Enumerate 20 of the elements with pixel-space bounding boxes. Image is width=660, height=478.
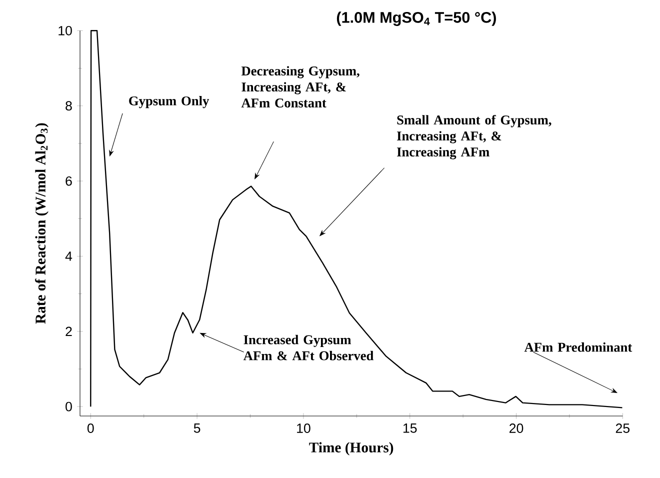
x-tick-label: 5 bbox=[194, 424, 200, 433]
y-tick-label: 0 bbox=[66, 402, 72, 412]
x-tick-label: 0 bbox=[87, 424, 94, 433]
x-tick-label: 10 bbox=[297, 424, 310, 433]
y-tick-label: 4 bbox=[65, 252, 72, 261]
annotation: Increased Gypsum AFm & AFt Observed bbox=[243, 334, 374, 360]
y-tick-label: 8 bbox=[66, 101, 72, 111]
y-tick-label: 6 bbox=[66, 176, 72, 186]
y-tick-label: 2 bbox=[66, 326, 72, 336]
annotation: AFm Predominant bbox=[524, 342, 632, 352]
annotation: Small Amount of Gypsum, Increasing AFt, & Increasing AFm bbox=[397, 114, 552, 160]
x-tick-label: 15 bbox=[403, 424, 417, 433]
annotation: Gypsum Only bbox=[129, 96, 210, 108]
annotation: Decreasing Gypsum, Increasing AFt, & AFm Constant bbox=[241, 66, 360, 108]
chart-title: (1.0M MgSO$_{4}$ T=50 °C) bbox=[336, 12, 496, 26]
x-tick-label: 20 bbox=[510, 424, 524, 433]
x-tick-label: 25 bbox=[616, 424, 630, 433]
x-axis-title: Time (Hours) bbox=[309, 442, 394, 456]
y-axis-title: Rate of Reaction (W/mol Al$_{2}$O$_{3}$) bbox=[35, 123, 48, 324]
y-tick-label: 10 bbox=[58, 26, 72, 36]
